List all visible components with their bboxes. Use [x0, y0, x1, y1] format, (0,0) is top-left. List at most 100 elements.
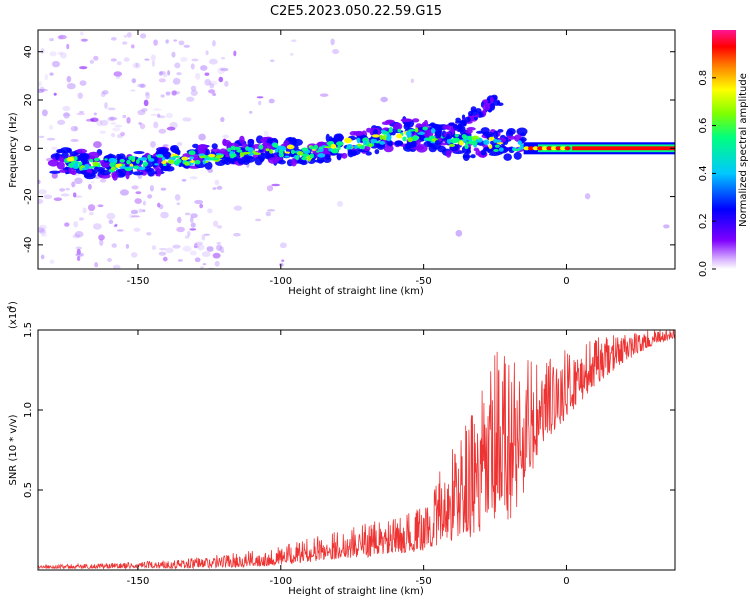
- spectrogram-speckle: [336, 200, 343, 207]
- spectrogram-branch-blob: [489, 102, 496, 111]
- spectrogram-blob: [381, 121, 391, 126]
- spectrogram-blob: [347, 149, 355, 158]
- spectrogram-speckle: [220, 57, 226, 60]
- colorbar-gradient: [712, 30, 736, 269]
- spectrogram-speckle: [78, 111, 85, 114]
- spectrogram-speckle: [46, 137, 56, 141]
- spectrogram-blob: [506, 128, 516, 135]
- spectrogram-branch-blob: [461, 114, 466, 120]
- spectrogram-speckle: [455, 229, 463, 237]
- spectrogram-core: [110, 166, 116, 171]
- colorbar-tick-label: 0.2: [698, 213, 709, 229]
- spectrogram-speckle: [214, 260, 220, 267]
- spectrogram-speckle: [71, 181, 76, 188]
- spectrogram-speckle: [198, 133, 206, 141]
- spectrogram-speckle: [88, 211, 94, 216]
- spectrogram-speckle: [174, 194, 181, 201]
- spectrogram-speckle: [271, 183, 281, 187]
- spectrogram-core: [309, 153, 315, 159]
- spectrogram-speckle: [62, 105, 71, 112]
- spectrogram-core: [317, 153, 326, 158]
- spectrogram-speckle: [39, 135, 45, 138]
- spectrogram-speckle: [57, 119, 66, 125]
- spectrogram-speckle: [130, 89, 136, 92]
- spectrogram-branch-blob: [467, 110, 474, 117]
- spectrogram-speckle: [190, 89, 198, 96]
- spectrogram-core: [194, 159, 201, 165]
- spectrogram-core: [253, 152, 262, 155]
- spectrogram-speckle: [72, 192, 77, 198]
- spectrogram-speckle: [197, 244, 205, 251]
- spectrogram-speckle: [92, 223, 102, 230]
- spectrogram-core: [162, 163, 167, 167]
- snr-y-tick-label: 1.0: [23, 402, 34, 418]
- snr-scale-exp: 4: [6, 305, 14, 310]
- spectrogram-speckle: [110, 132, 116, 138]
- spectrogram-speckle: [63, 112, 70, 119]
- spectrogram-speckle: [186, 96, 195, 102]
- spectrogram-blob: [160, 164, 171, 172]
- spectrogram-speckle: [79, 66, 88, 70]
- spectrogram-blob: [325, 133, 330, 143]
- spectrogram-core: [466, 135, 474, 141]
- spectrogram-core: [483, 139, 490, 145]
- spectrogram-speckle: [222, 134, 230, 139]
- spectrogram-core: [295, 155, 299, 161]
- spectrogram-speckle: [112, 127, 121, 132]
- spectrogram-speckle: [202, 263, 207, 266]
- spectrogram-speckle: [258, 100, 262, 106]
- spectrogram-blob: [412, 118, 420, 123]
- spectrogram-speckle: [94, 262, 99, 268]
- spectrogram-core: [274, 148, 279, 153]
- spectrogram-blob: [156, 167, 162, 177]
- spectrogram-blob: [119, 172, 126, 177]
- spectrogram-speckle: [142, 200, 146, 206]
- spectrogram-speckle: [204, 78, 211, 86]
- spectrogram-speckle: [207, 208, 213, 214]
- spectrogram-speckle: [90, 117, 99, 123]
- spectrogram-speckle: [279, 242, 287, 249]
- spectrogram-speckle: [131, 215, 141, 218]
- colorbar-tick-label: 0.4: [698, 165, 709, 181]
- spectrogram-speckle: [216, 185, 223, 190]
- snr-x-label: Height of straight line (km): [288, 586, 424, 597]
- spectrogram-core: [408, 129, 416, 132]
- spectrogram-speckle: [150, 113, 157, 116]
- spectrogram-core: [373, 139, 378, 143]
- spectrogram-speckle: [144, 91, 150, 96]
- spectrogram-core: [247, 147, 254, 153]
- spectrogram-speckle: [121, 41, 128, 45]
- spectrogram-blob: [49, 170, 61, 174]
- spectrogram-speckle: [212, 252, 221, 259]
- spectrogram-core: [246, 151, 251, 155]
- spectrogram-core: [356, 143, 362, 148]
- spectrogram-band-dot: [528, 146, 535, 151]
- spectrogram-speckle: [53, 197, 63, 201]
- spectrogram-branch-blob: [452, 123, 458, 130]
- spectrogram-speckle: [219, 246, 225, 252]
- spectrogram-speckle: [201, 234, 206, 241]
- spectrogram-speckle: [220, 117, 225, 123]
- spectrogram-blob: [483, 131, 495, 137]
- spectrogram-core: [233, 146, 241, 150]
- spectrogram-y-tick-label: 20: [23, 94, 34, 107]
- spectrogram-speckle: [208, 80, 218, 86]
- spectrogram-blob: [239, 135, 245, 144]
- spectrogram-speckle: [209, 58, 218, 65]
- spectrogram-speckle: [40, 254, 45, 260]
- spectrogram-band-core: [572, 146, 675, 151]
- spectrogram-core: [173, 162, 180, 165]
- spectrogram-speckle: [162, 144, 169, 147]
- spectrogram-branch-blob: [457, 123, 463, 132]
- spectrogram-speckle: [57, 51, 64, 56]
- spectrogram-speckle: [57, 35, 64, 40]
- spectrogram-core: [265, 148, 270, 152]
- spectrogram-speckle: [151, 60, 156, 67]
- spectrogram-blob: [132, 171, 144, 176]
- spectrogram-core: [468, 139, 473, 145]
- spectrogram-core: [168, 157, 176, 161]
- spectrogram-branch-blob: [436, 130, 442, 138]
- spectrogram-speckle: [177, 259, 183, 262]
- spectrogram-core: [215, 154, 224, 159]
